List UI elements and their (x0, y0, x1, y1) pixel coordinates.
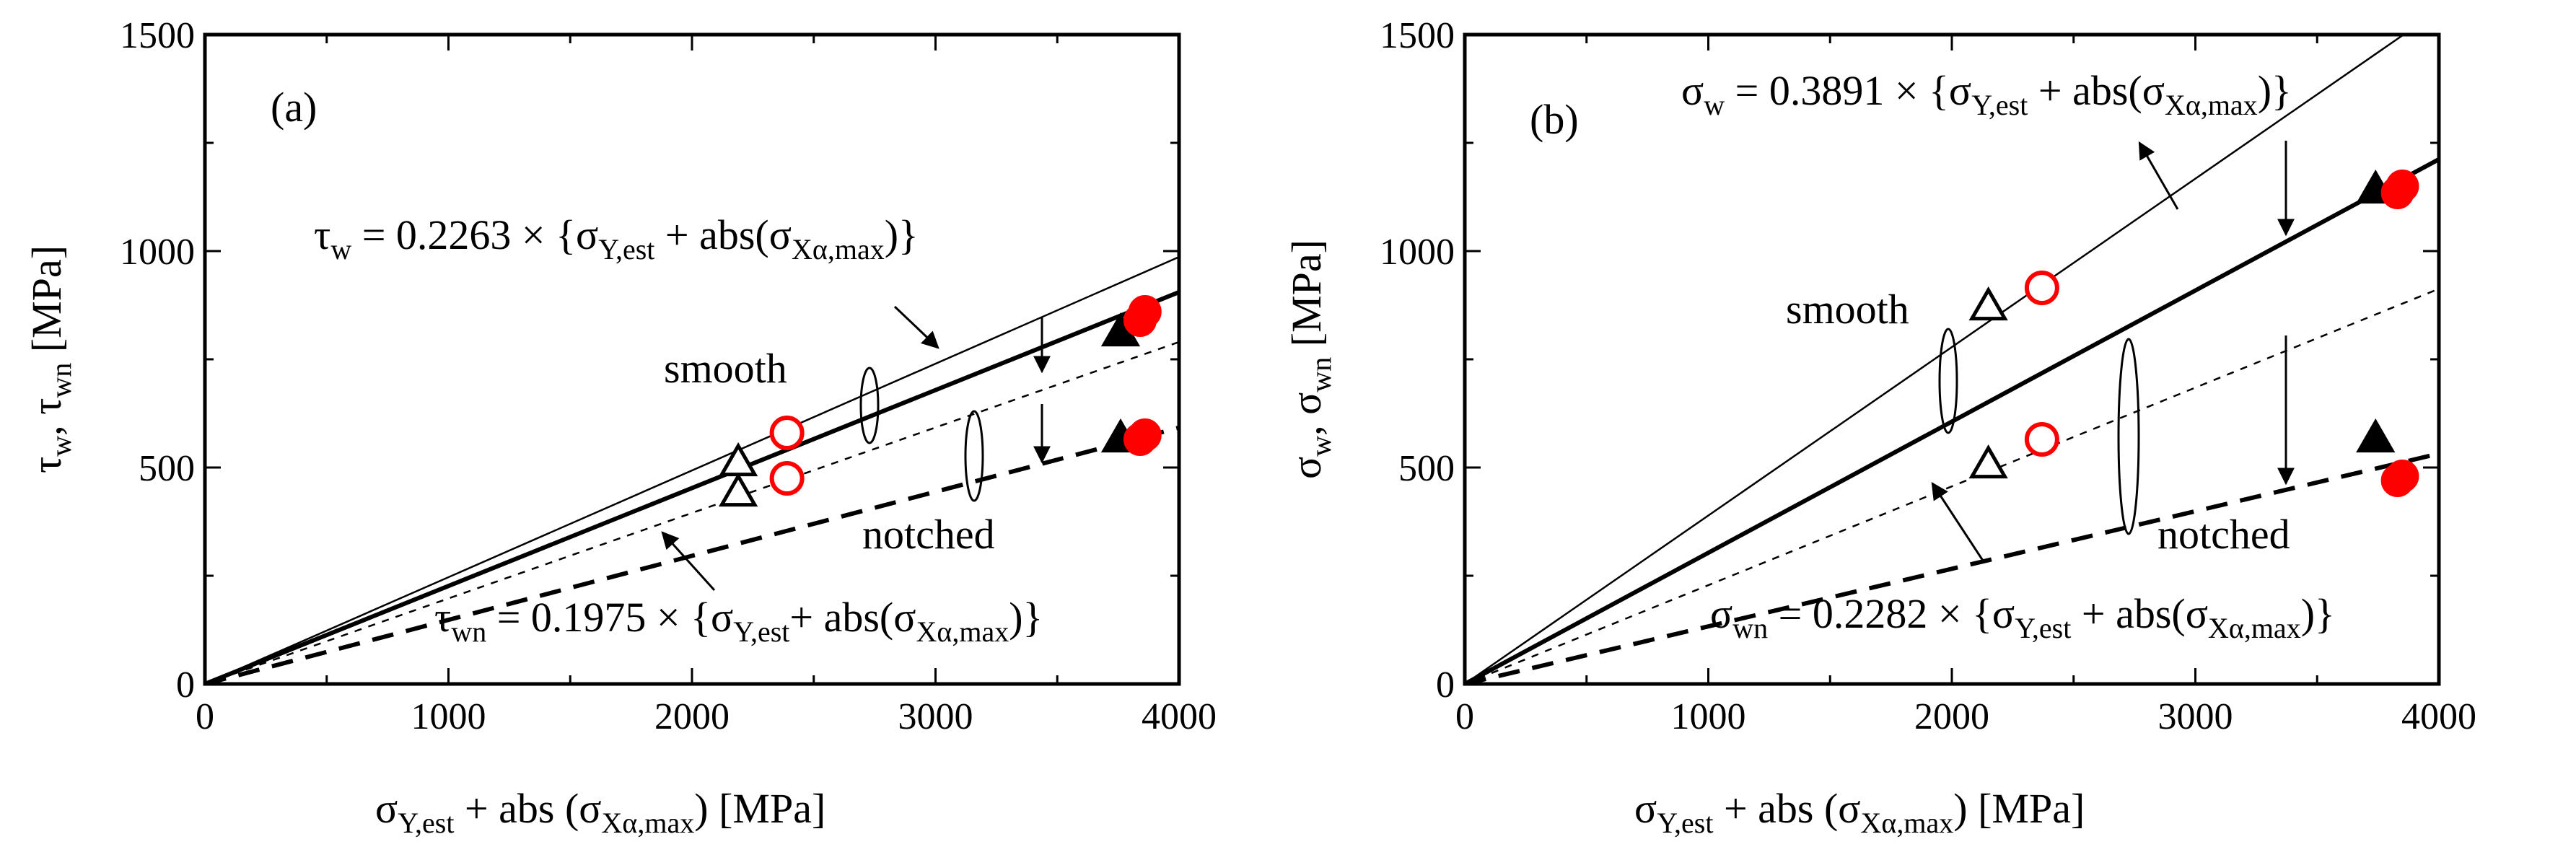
panel-b-x-axis-label: σY,est + abs (σXα,max) [MPa] (1634, 785, 2085, 839)
panel-a-arrow-notched-eq (661, 531, 716, 592)
panel-b-point-notched-filled-triangle (2356, 418, 2396, 453)
panel-a-equation-notched: τwn = 0.1975 × {σY,est+ abs(σXα,max)} (434, 594, 1043, 648)
panel-b-y-tick-label: 1000 (1380, 232, 1455, 273)
panel-b-point-smooth-open-circle (2024, 271, 2059, 305)
panel-a-fit-line-smooth-thin (205, 256, 1179, 684)
panel-a-x-tick-label: 3000 (898, 696, 973, 737)
panel-a-point-smooth-filled-circle (1128, 295, 1162, 328)
panel-b-y-tick-label: 0 (1436, 664, 1455, 706)
panel-b-x-tick-label: 3000 (2158, 696, 2233, 737)
panel-a-y-tick-label: 0 (176, 664, 195, 706)
panel-b-equation-notched: σwn = 0.2282 × {σY,est + abs(σXα,max)} (1710, 590, 2335, 644)
panel-b-y-axis-label: σw, σwn [MPa] (1283, 240, 1337, 479)
panel-b-label: (b) (1530, 96, 1579, 143)
panel-a-label: (a) (271, 84, 317, 131)
panel-a-point-smooth-open-circle (769, 416, 805, 450)
panel-a-y-tick-label: 1000 (120, 232, 195, 273)
panel-a-frame (203, 32, 1181, 686)
panel-a-plot-area: 0 1000 2000 3000 4000 0 500 1000 1500 (120, 15, 1217, 737)
panel-b-fit-line-notched-bold-dashed (1465, 451, 2439, 684)
panel-a-equation-smooth: τw = 0.2263 × {σY,est + abs(σXα,max)} (314, 211, 919, 266)
panel-b-y-tick-label: 500 (1398, 448, 1455, 489)
panel-b-fit-line-notched-thin-dashed (1465, 288, 2439, 684)
panel-a-point-smooth-open-triangle (719, 442, 758, 477)
panel-a-smooth-bracket (859, 367, 880, 444)
panel-b-plot-area: 0 1000 2000 3000 4000 0 500 1000 1500 (1380, 15, 2476, 737)
panel-a-notched-label: notched (862, 511, 995, 558)
panel-a-notched-bracket (964, 410, 984, 502)
panel-b-arrow-notched-eq (1931, 481, 1986, 563)
panel-a-x-axis-label: σY,est + abs (σXα,max) [MPa] (375, 785, 825, 839)
panel-b-point-smooth-filled-circle (2386, 170, 2419, 203)
panel-b-x-tick-label: 1000 (1671, 696, 1746, 737)
panel-a-point-notched-open-triangle (719, 472, 758, 507)
panel-b-equation-smooth: σw = 0.3891 × {σY,est + abs(σXα,max)} (1681, 67, 2292, 121)
panel-a-fit-line-notched-bold-dashed (205, 425, 1179, 684)
panel-b-x-tick-label: 0 (1455, 696, 1474, 737)
panel-b-point-notched-filled-circle (2386, 460, 2419, 493)
panel-a-y-tick-label: 1500 (120, 15, 195, 56)
panel-a-x-tick-label: 4000 (1142, 696, 1217, 737)
panel-b-y-tick-label: 1500 (1380, 15, 1455, 56)
panel-b-fit-line-smooth-bold (1465, 157, 2439, 684)
panel-a-x-tick-label: 1000 (411, 696, 486, 737)
panel-a-fit-line-smooth-bold (205, 290, 1179, 684)
panel-b-arrow-smooth-eq (2138, 141, 2179, 210)
panel-a: 0 1000 2000 3000 4000 0 500 1000 1500 (a) τw, τw… (23, 15, 1217, 839)
panel-b-point-notched-open-triangle (1968, 444, 2008, 479)
panel-a-y-tick-label: 500 (139, 448, 195, 489)
panel-b-notched-label: notched (2157, 511, 2290, 558)
panel-b-frame (1463, 32, 2441, 686)
panel-b-x-tick-label: 2000 (1914, 696, 1989, 737)
panel-b-point-notched-open-circle (2024, 422, 2059, 457)
panel-b: 0 1000 2000 3000 4000 0 500 1000 1500 (b) σw, σw… (1283, 15, 2476, 839)
panel-a-point-notched-open-circle (769, 461, 805, 496)
panel-a-x-tick-label: 0 (196, 696, 214, 737)
panel-b-notched-bracket (2117, 338, 2140, 535)
panel-b-smooth-label: smooth (1786, 286, 1909, 333)
panel-b-smooth-bracket (1938, 328, 1958, 434)
panel-b-fit-line-smooth-thin (1465, 35, 2406, 684)
panel-a-arrow-smooth-eq (893, 305, 939, 349)
panel-a-x-tick-label: 2000 (654, 696, 730, 737)
panel-a-point-notched-filled-circle (1128, 418, 1162, 452)
panel-a-y-axis-label: τw, τwn [MPa] (23, 245, 77, 473)
panel-b-x-tick-label: 4000 (2401, 696, 2476, 737)
panel-a-smooth-label: smooth (664, 345, 787, 392)
panel-b-point-smooth-open-triangle (1968, 286, 2008, 321)
